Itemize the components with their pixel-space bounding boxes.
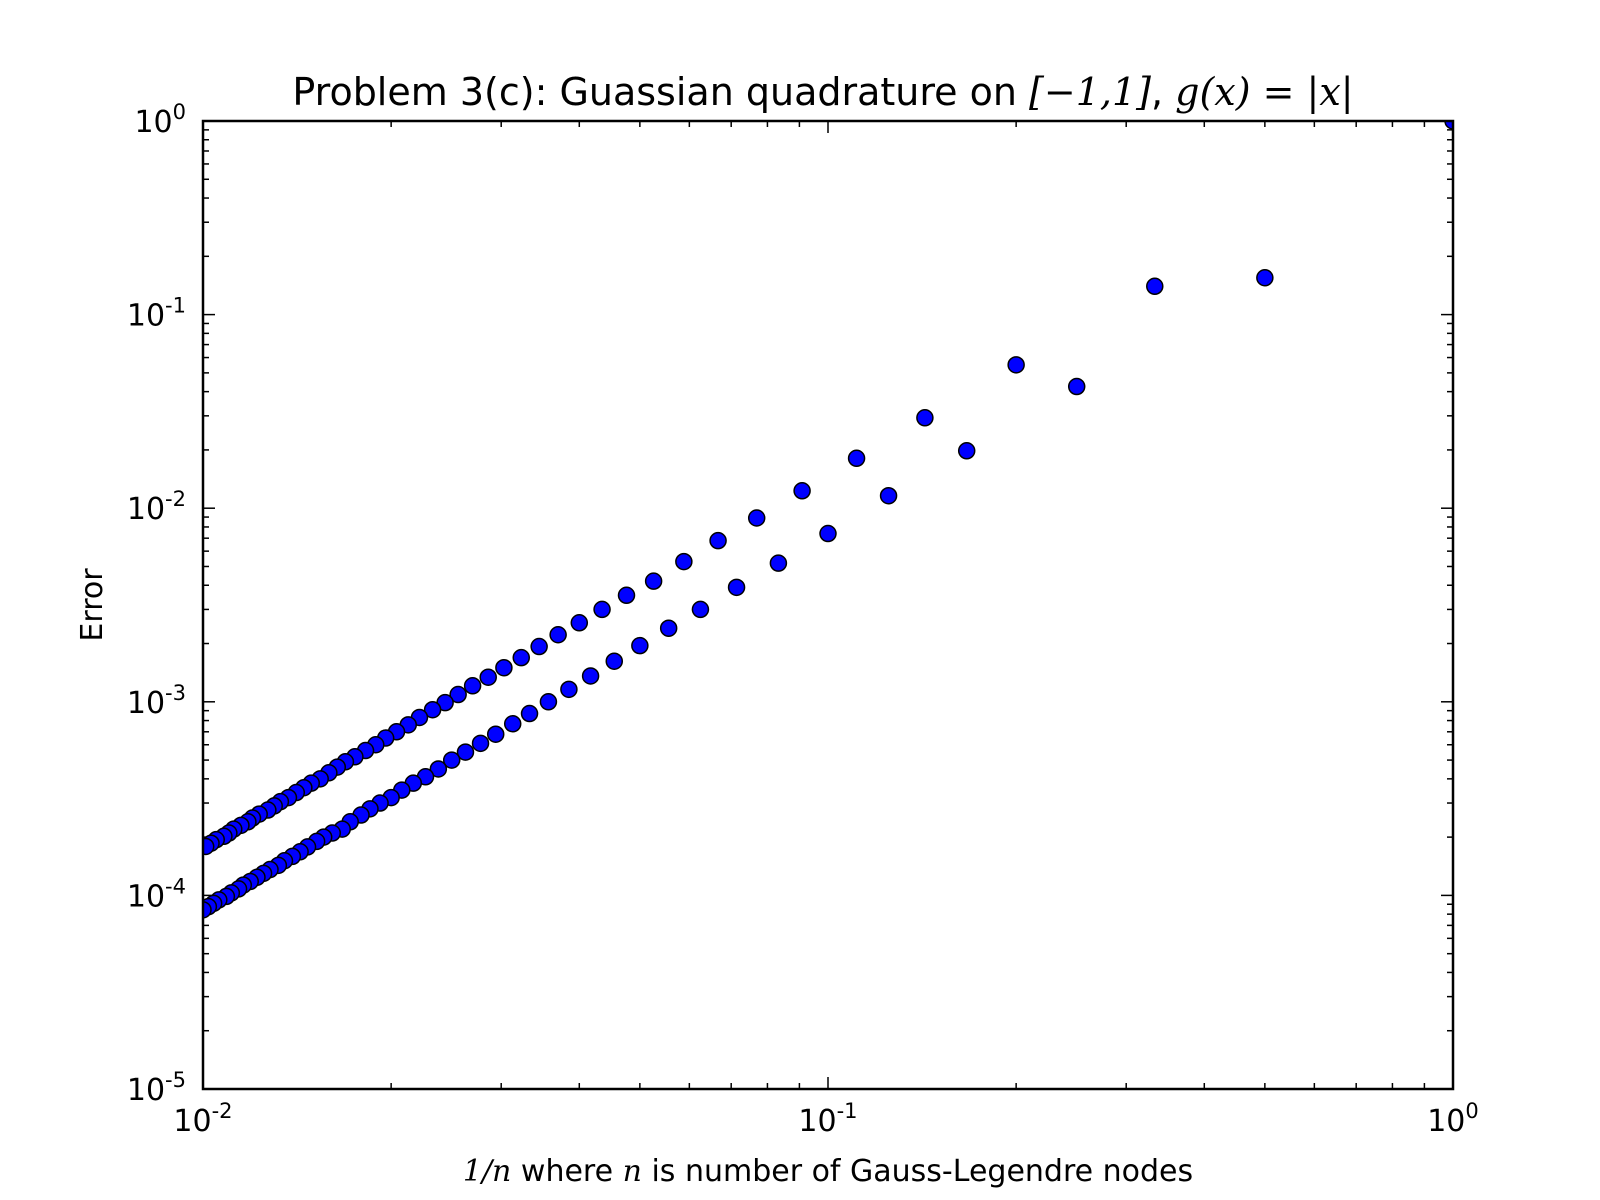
data-point [520, 704, 539, 723]
x-label-text-2: is number of Gauss-Legendre nodes [642, 1154, 1193, 1189]
y-tick-base: 10 [127, 492, 165, 527]
data-point [1146, 277, 1164, 296]
y-tick-exponent: -3 [165, 681, 186, 705]
y-tick-exponent: -2 [165, 487, 186, 511]
x-tick-base: 10 [173, 1104, 211, 1139]
data-point [847, 449, 866, 468]
data-point [456, 743, 475, 761]
y-tick-base: 10 [127, 299, 165, 334]
y-tick-base: 10 [127, 686, 165, 721]
x-tick-base: 10 [798, 1104, 836, 1139]
axis-ticks [202, 120, 1454, 1090]
x-tick-exponent: -1 [837, 1099, 858, 1123]
data-point [463, 677, 482, 695]
x-tick-label: 100 [1427, 1099, 1479, 1139]
data-point [495, 658, 513, 677]
data-point [549, 626, 567, 644]
plot-frame [201, 119, 1455, 1091]
data-point [503, 715, 522, 733]
y-tick-label: 10-1 [127, 294, 186, 334]
x-label-math-2: n [623, 1154, 642, 1189]
data-point [879, 486, 898, 505]
y-tick-label: 100 [134, 100, 186, 140]
data-point [1067, 377, 1086, 396]
title-prefix: Problem 3(c): Guassian quadrature on [292, 70, 1029, 114]
data-point [203, 901, 212, 919]
data-point [1256, 269, 1274, 287]
data-point [471, 734, 490, 753]
data-point [691, 600, 710, 619]
y-axis-label: Error [75, 568, 110, 642]
x-label-text-1: where [511, 1154, 622, 1189]
data-point [769, 554, 788, 572]
data-point [530, 637, 548, 656]
data-point [423, 700, 442, 719]
data-point [203, 837, 215, 856]
data-point [593, 600, 611, 619]
title-function: g(x) = |x| [1175, 70, 1353, 114]
data-point [560, 680, 578, 699]
data-point [659, 619, 678, 637]
x-axis-label: 1/n where n is number of Gauss-Legendre … [463, 1154, 1193, 1189]
y-tick-label: 10-3 [127, 681, 186, 721]
title-separator: , [1151, 70, 1175, 114]
data-points [203, 121, 1453, 919]
y-tick-exponent: -1 [165, 294, 186, 318]
data-point [429, 760, 448, 778]
data-point [617, 586, 636, 605]
y-tick-exponent: -5 [165, 1068, 186, 1092]
data-point [727, 578, 746, 597]
data-point [449, 685, 467, 704]
data-point [916, 409, 934, 427]
data-point [747, 509, 766, 527]
data-point [605, 652, 624, 670]
chart-title: Problem 3(c): Guassian quadrature on [−1… [292, 70, 1353, 114]
y-tick-exponent: 0 [173, 100, 186, 124]
data-point [675, 552, 693, 571]
data-point [512, 648, 530, 667]
x-tick-label: 10-2 [173, 1099, 232, 1139]
data-point [819, 524, 837, 543]
data-point [442, 751, 461, 769]
x-tick-exponent: -2 [212, 1099, 233, 1123]
data-point [644, 572, 663, 590]
data-point [479, 668, 497, 686]
data-point [793, 482, 811, 500]
x-tick-label: 10-1 [798, 1099, 857, 1139]
x-tick-base: 10 [1427, 1104, 1465, 1139]
data-point [631, 636, 649, 655]
title-interval: [−1,1] [1029, 70, 1151, 114]
x-label-math-1: 1/n [463, 1154, 512, 1189]
y-tick-exponent: -4 [165, 874, 186, 898]
data-point [486, 725, 505, 743]
x-tick-exponent: 0 [1465, 1099, 1478, 1123]
y-tick-label: 10-2 [127, 487, 186, 527]
data-point [1007, 356, 1025, 374]
data-point [1444, 121, 1453, 130]
data-point [539, 693, 558, 711]
y-tick-base: 10 [134, 105, 172, 140]
data-point [581, 667, 600, 685]
y-tick-base: 10 [127, 1073, 165, 1108]
data-point [709, 531, 727, 550]
y-tick-base: 10 [127, 879, 165, 914]
data-point [957, 442, 976, 460]
data-point [570, 614, 589, 632]
x-tick-labels: 10-2 10-1 100 [173, 1099, 1478, 1139]
y-tick-label: 10-4 [127, 874, 186, 914]
y-tick-label: 10-5 [127, 1068, 186, 1108]
